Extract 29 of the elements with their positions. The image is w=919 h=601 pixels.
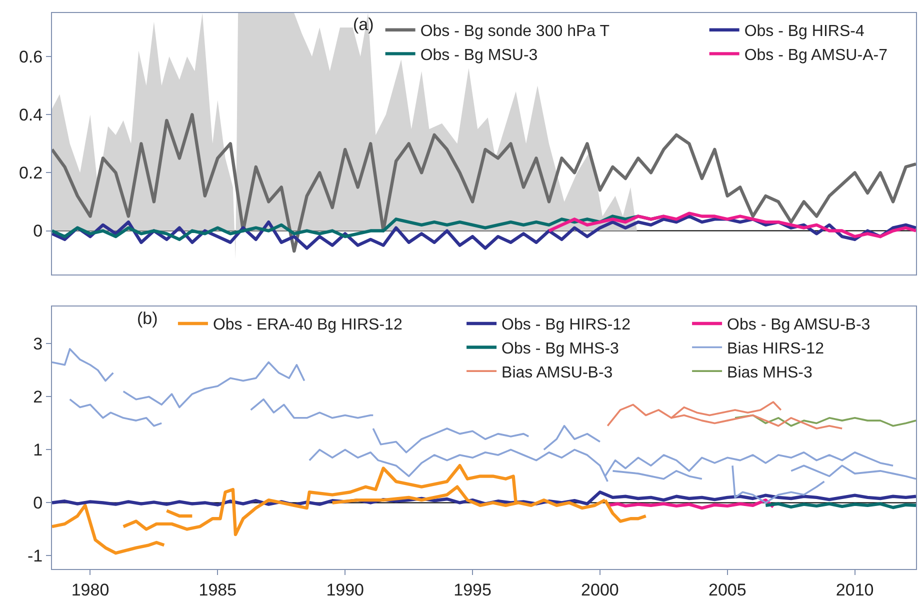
y-tick-label: 0 <box>33 222 43 241</box>
y-tick-label: 0.2 <box>18 164 43 183</box>
legend-label: Obs - Bg HIRS-12 <box>502 316 631 334</box>
legend-label: Obs - Bg AMSU-B-3 <box>727 316 870 334</box>
x-tick-label: 2000 <box>581 580 619 600</box>
legend-label: Bias AMSU-B-3 <box>502 364 613 382</box>
legend-label: Obs - Bg sonde 300 hPa T <box>420 23 610 40</box>
x-tick-label: 1980 <box>71 580 110 600</box>
legend-label: Bias MHS-3 <box>727 364 812 382</box>
x-tick-label: 1985 <box>198 580 237 600</box>
x-tick-label: 1995 <box>454 580 492 600</box>
legend-label: Obs - Bg MSU-3 <box>420 46 538 64</box>
legend-label: Obs - Bg HIRS-4 <box>744 23 864 40</box>
y-tick-label: 3 <box>33 334 43 354</box>
x-tick-label: 1990 <box>326 580 364 600</box>
x-tick-label: 2005 <box>708 580 746 600</box>
legend-label: Obs - Bg MHS-3 <box>502 340 619 358</box>
y-tick-label: 0 <box>33 494 43 513</box>
y-tick-label: 1 <box>33 440 43 460</box>
y-tick-label: 0.6 <box>18 48 43 66</box>
legend-label: Obs - Bg AMSU-A-7 <box>744 46 888 64</box>
y-tick-label: 2 <box>33 388 43 407</box>
legend-label: Obs - ERA-40 Bg HIRS-12 <box>212 316 402 334</box>
x-tick-label: 2010 <box>836 580 874 600</box>
annotation: (a) <box>353 15 374 34</box>
annotation: (b) <box>137 309 158 328</box>
legend-label: Bias HIRS-12 <box>727 340 824 358</box>
y-tick-label: -1 <box>27 546 43 566</box>
y-tick-label: 0.4 <box>18 106 43 125</box>
